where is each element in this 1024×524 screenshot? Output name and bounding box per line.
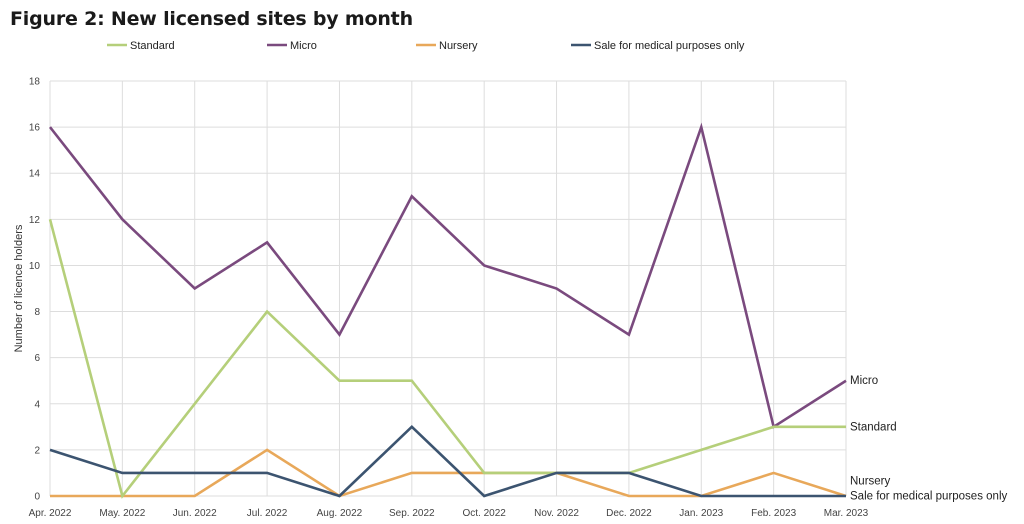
series-end-label: Micro [850,375,878,387]
x-tick-label: Jan. 2023 [679,508,723,519]
series-line-nursery [50,448,847,498]
series-lines [48,122,847,499]
y-tick-label: 8 [34,307,40,318]
x-tick-label: Oct. 2022 [463,508,507,519]
y-tick-label: 12 [29,215,41,226]
series-end-labels: Standard Micro Nursery Sale for medical pur… [850,375,1007,502]
series-end-label: Sale for medical purposes only [850,491,1007,503]
y-tick-label: 4 [34,399,40,410]
y-tick-labels: 0 2 4 6 8 10 12 14 16 18 [29,77,41,503]
legend-label: Micro [290,40,317,52]
y-tick-label: 14 [29,169,41,180]
chart-title: Figure 2: New licensed sites by month [10,8,413,30]
y-tick-label: 10 [29,261,41,272]
legend-label: Standard [130,40,175,52]
x-tick-label: Nov. 2022 [534,508,579,519]
x-tick-label: Apr. 2022 [29,508,72,519]
y-tick-label: 16 [29,123,41,134]
x-tick-label: May. 2022 [99,508,145,519]
x-tick-label: Jun. 2022 [173,508,217,519]
series-line-sale-for-medical-purposes-only [49,425,846,498]
y-tick-label: 18 [29,77,41,88]
legend-label: Nursery [439,40,478,52]
x-tick-label: Jul. 2022 [247,508,288,519]
x-tick-label: Mar. 2023 [824,508,869,519]
series-line-micro [48,122,847,429]
legend: Standard Micro Nursery Sale for medical pur… [107,40,745,52]
series-line-standard [48,219,846,499]
grid-lines [49,80,847,497]
x-tick-label: Aug. 2022 [317,508,363,519]
y-axis-title: Number of licence holders [13,224,25,352]
x-tick-label: Feb. 2023 [751,508,796,519]
x-tick-label: Sep. 2022 [389,508,435,519]
y-tick-label: 6 [34,353,40,364]
y-tick-label: 2 [34,445,40,456]
legend-label: Sale for medical purposes only [594,40,745,52]
series-end-label: Nursery [850,476,891,488]
y-tick-label: 0 [34,492,40,503]
x-tick-labels: Apr. 2022 May. 2022 Jun. 2022 Jul. 2022 Aug.… [29,508,869,519]
x-tick-label: Dec. 2022 [606,508,652,519]
series-end-label: Standard [850,421,897,433]
